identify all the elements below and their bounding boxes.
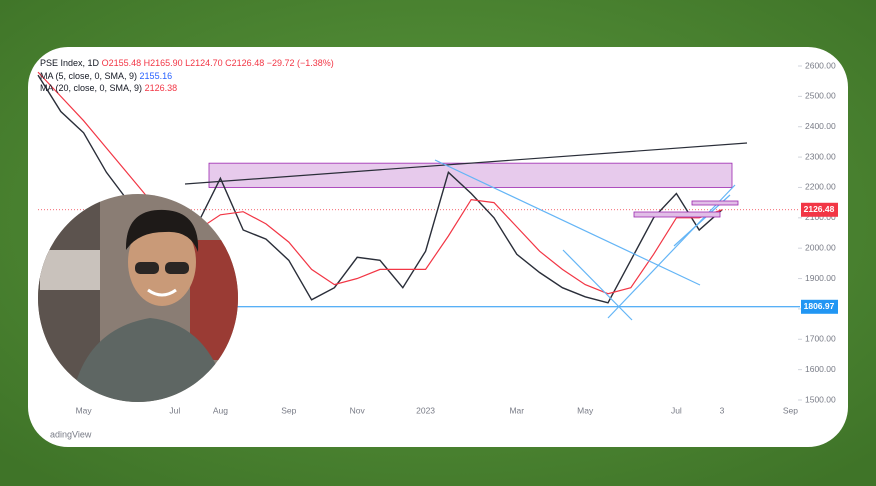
indicator-legend: MA (20, close, 0, SMA, 9) 2126.38 [40, 83, 177, 93]
symbol-header: PSE Index, 1D O2155.48 H2165.90 L2124.70… [40, 58, 334, 68]
symbol: PSE Index, 1D [40, 58, 100, 68]
x-tick-label: May [76, 405, 93, 415]
y-tick-label: 2200.00 [805, 182, 836, 192]
support-badge [801, 299, 838, 314]
y-tick-label: 2500.00 [805, 91, 836, 101]
y-tick-label: 2400.00 [805, 121, 836, 131]
resistance-zone [208, 162, 733, 188]
indicator-name: MA (5, close, 0, SMA, 9) [40, 71, 137, 81]
support-label: 1806.97 [804, 301, 835, 311]
range-box [691, 200, 739, 206]
trend-line [607, 184, 736, 319]
last-price-badge [801, 202, 838, 217]
x-tick-label: Jul [169, 405, 180, 415]
x-tick-label: 2023 [416, 405, 435, 415]
trend-line [434, 159, 701, 286]
ohlc: O2155.48 H2165.90 L2124.70 C2126.48 −29.… [102, 58, 334, 68]
indicator-value: 2126.38 [145, 83, 178, 93]
y-tick-label: 1600.00 [805, 364, 836, 374]
y-tick-label: 2100.00 [805, 212, 836, 222]
indicator-name: MA (20, close, 0, SMA, 9) [40, 83, 142, 93]
photo [38, 194, 238, 402]
trend-line [562, 249, 633, 321]
x-tick-label: Aug [213, 405, 228, 415]
y-tick-label: 1900.00 [805, 273, 836, 283]
y-tick-label: 2000.00 [805, 242, 836, 252]
x-tick-label: Sep [783, 405, 798, 415]
trend-line [184, 142, 748, 185]
y-tick-label: 1700.00 [805, 334, 836, 344]
x-tick-label: Mar [509, 405, 524, 415]
indicator-legend: MA (5, close, 0, SMA, 9) 2155.16 [40, 71, 172, 81]
x-tick-label: Jul [671, 405, 682, 415]
range-box [633, 211, 721, 218]
watermark: adingView [50, 429, 92, 439]
last-price-label: 2126.48 [804, 204, 835, 214]
card [28, 47, 848, 447]
y-tick-label: 2600.00 [805, 60, 836, 70]
y-tick-label: 2300.00 [805, 151, 836, 161]
x-tick-label: Nov [350, 405, 366, 415]
x-tick-label: May [577, 405, 594, 415]
x-tick-label: Sep [281, 405, 296, 415]
y-tick-label: 1500.00 [805, 394, 836, 404]
x-tick-label: 3 [720, 405, 725, 415]
indicator-value: 2155.16 [140, 71, 173, 81]
